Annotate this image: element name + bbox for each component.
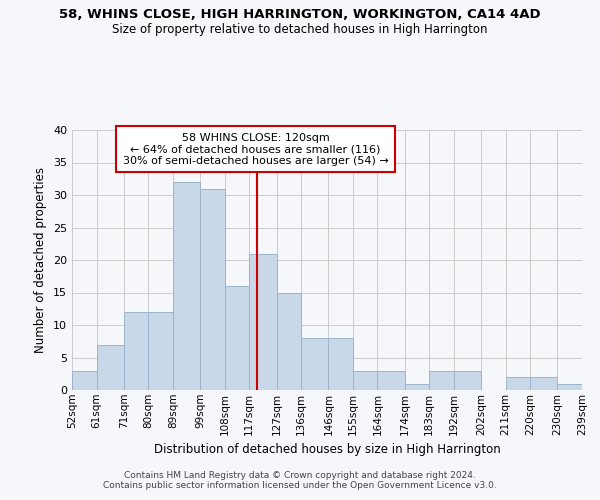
Bar [277, 292, 301, 390]
Bar [249, 254, 277, 390]
Bar [200, 188, 225, 390]
Bar [301, 338, 328, 390]
Bar [225, 286, 249, 390]
Bar [353, 370, 377, 390]
Bar [97, 344, 124, 390]
Y-axis label: Number of detached properties: Number of detached properties [34, 167, 47, 353]
Bar [557, 384, 582, 390]
Text: 58 WHINS CLOSE: 120sqm
← 64% of detached houses are smaller (116)
30% of semi-de: 58 WHINS CLOSE: 120sqm ← 64% of detached… [123, 132, 388, 166]
Bar [405, 384, 429, 390]
Bar [173, 182, 200, 390]
Text: Contains HM Land Registry data © Crown copyright and database right 2024.
Contai: Contains HM Land Registry data © Crown c… [103, 470, 497, 490]
Bar [328, 338, 353, 390]
Bar [429, 370, 454, 390]
Bar [506, 377, 530, 390]
Bar [72, 370, 97, 390]
Bar [377, 370, 405, 390]
Bar [124, 312, 148, 390]
Bar [530, 377, 557, 390]
Bar [148, 312, 173, 390]
Text: Distribution of detached houses by size in High Harrington: Distribution of detached houses by size … [154, 442, 500, 456]
Bar [454, 370, 481, 390]
Text: Size of property relative to detached houses in High Harrington: Size of property relative to detached ho… [112, 22, 488, 36]
Text: 58, WHINS CLOSE, HIGH HARRINGTON, WORKINGTON, CA14 4AD: 58, WHINS CLOSE, HIGH HARRINGTON, WORKIN… [59, 8, 541, 20]
